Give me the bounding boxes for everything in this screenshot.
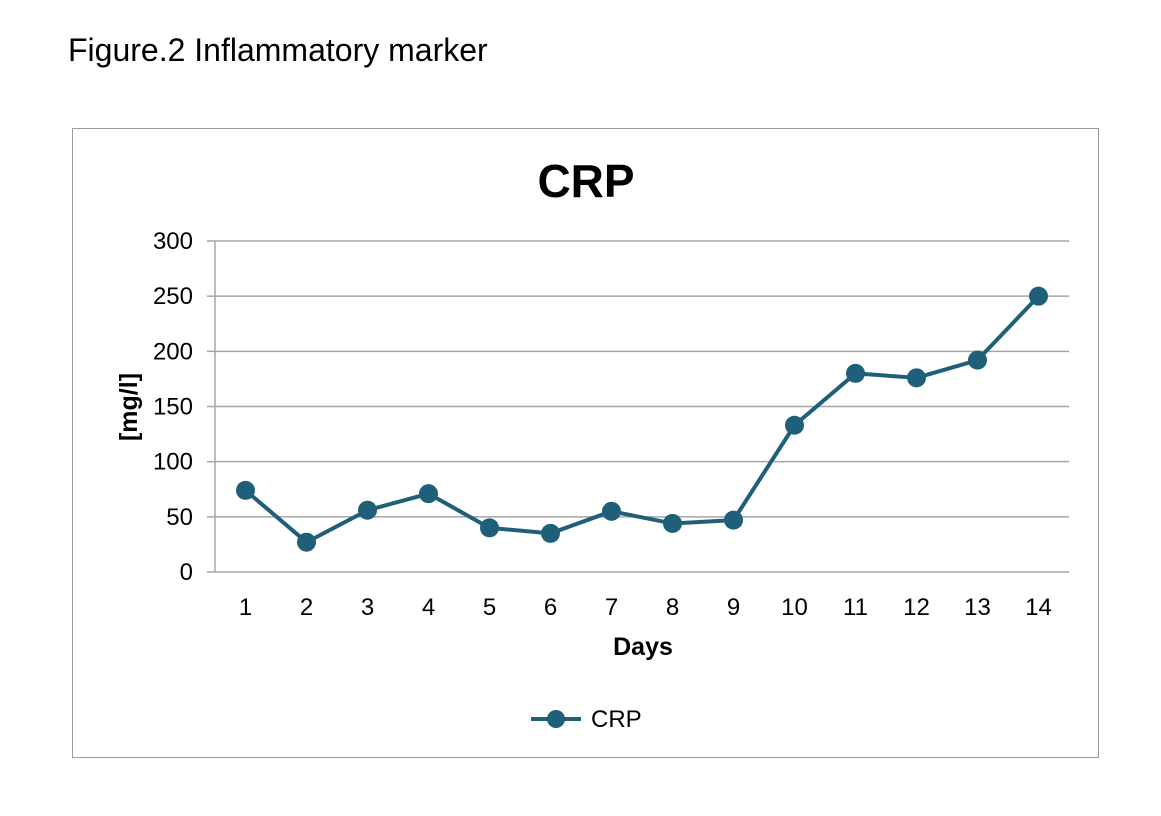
y-tick-label: 50 [166, 504, 193, 531]
series-crp [236, 286, 1048, 552]
y-axis-title: [mg/l] [115, 373, 143, 441]
x-tick-label: 1 [239, 594, 252, 621]
data-point [358, 500, 377, 520]
x-tick-label: 9 [727, 594, 740, 621]
figure-caption: Figure.2 Inflammatory marker [68, 32, 488, 68]
data-point [907, 368, 926, 388]
x-tick-label: 7 [605, 594, 618, 621]
chart-title: CRP [537, 155, 634, 207]
data-point [1029, 286, 1048, 306]
y-tick-label: 150 [153, 394, 193, 421]
data-point [663, 513, 682, 533]
data-point [724, 510, 743, 530]
x-tick-label: 4 [422, 594, 435, 621]
x-tick-label: 13 [964, 594, 991, 621]
chart-frame: CRP 0 50 100 150 200 250 300 1 2 3 4 5 6 7 8 9 10 11 12 13… [72, 128, 1099, 758]
x-tick-label: 14 [1025, 594, 1052, 621]
x-tick-labels: 1 2 3 4 5 6 7 8 9 10 11 12 13 14 [239, 594, 1052, 621]
y-tick-labels: 0 50 100 150 200 250 300 [153, 228, 193, 586]
series-line-crp [244, 294, 1040, 545]
data-point [419, 484, 438, 504]
x-tick-label: 12 [903, 594, 930, 621]
y-tick-label: 100 [153, 449, 193, 476]
x-tick-label: 3 [361, 594, 374, 621]
data-point [480, 518, 499, 538]
y-tick-label: 250 [153, 283, 193, 310]
y-tick-label: 0 [180, 559, 193, 586]
gridlines [215, 240, 1069, 518]
data-point [602, 501, 621, 521]
legend-label-crp: CRP [591, 706, 642, 733]
x-tick-label: 11 [843, 594, 868, 621]
data-point [846, 363, 865, 383]
data-point [541, 523, 560, 543]
y-tick-label: 200 [153, 338, 193, 365]
y-tick-label: 300 [153, 228, 193, 255]
x-tick-label: 2 [300, 594, 313, 621]
x-tick-label: 10 [781, 594, 808, 621]
data-point [785, 415, 804, 435]
data-point [236, 480, 255, 500]
data-point [297, 532, 316, 552]
x-tick-label: 6 [544, 594, 557, 621]
x-axis-title: Days [613, 633, 673, 661]
legend-marker-crp [547, 710, 565, 728]
legend: CRP [531, 706, 642, 733]
axes [207, 240, 1069, 573]
x-tick-label: 8 [666, 594, 679, 621]
x-tick-label: 5 [483, 594, 496, 621]
data-point [968, 350, 987, 370]
